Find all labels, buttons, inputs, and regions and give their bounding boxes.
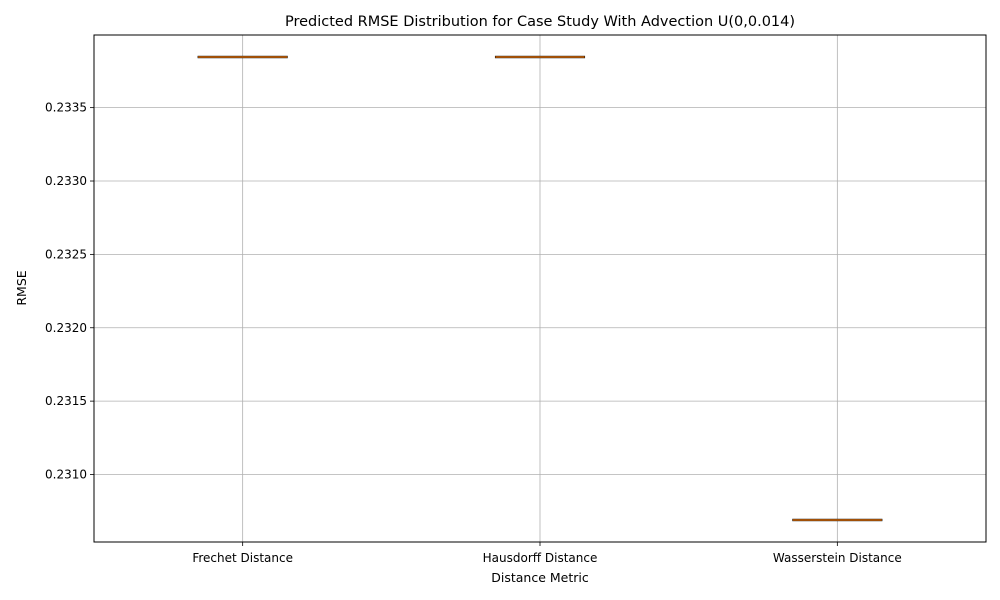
y-tick-label: 0.2310 (45, 467, 87, 481)
y-tick-label: 0.2315 (45, 394, 87, 408)
x-tick-label: Wasserstein Distance (773, 551, 902, 565)
chart-title: Predicted RMSE Distribution for Case Stu… (285, 14, 795, 30)
y-axis: 0.2310 0.2315 0.2320 0.2325 0.2330 0.2335 (45, 101, 94, 481)
x-axis-label: Distance Metric (491, 570, 589, 585)
y-axis-label: RMSE (14, 270, 29, 305)
grid-lines (94, 35, 986, 542)
x-tick-label: Hausdorff Distance (483, 551, 598, 565)
x-tick-label: Frechet Distance (192, 551, 293, 565)
x-axis: Frechet Distance Hausdorff Distance Wasser… (192, 542, 902, 565)
y-tick-label: 0.2330 (45, 174, 87, 188)
y-tick-label: 0.2325 (45, 247, 87, 261)
box-elements (197, 55, 883, 522)
y-tick-label: 0.2320 (45, 321, 87, 335)
y-tick-label: 0.2335 (45, 101, 87, 115)
